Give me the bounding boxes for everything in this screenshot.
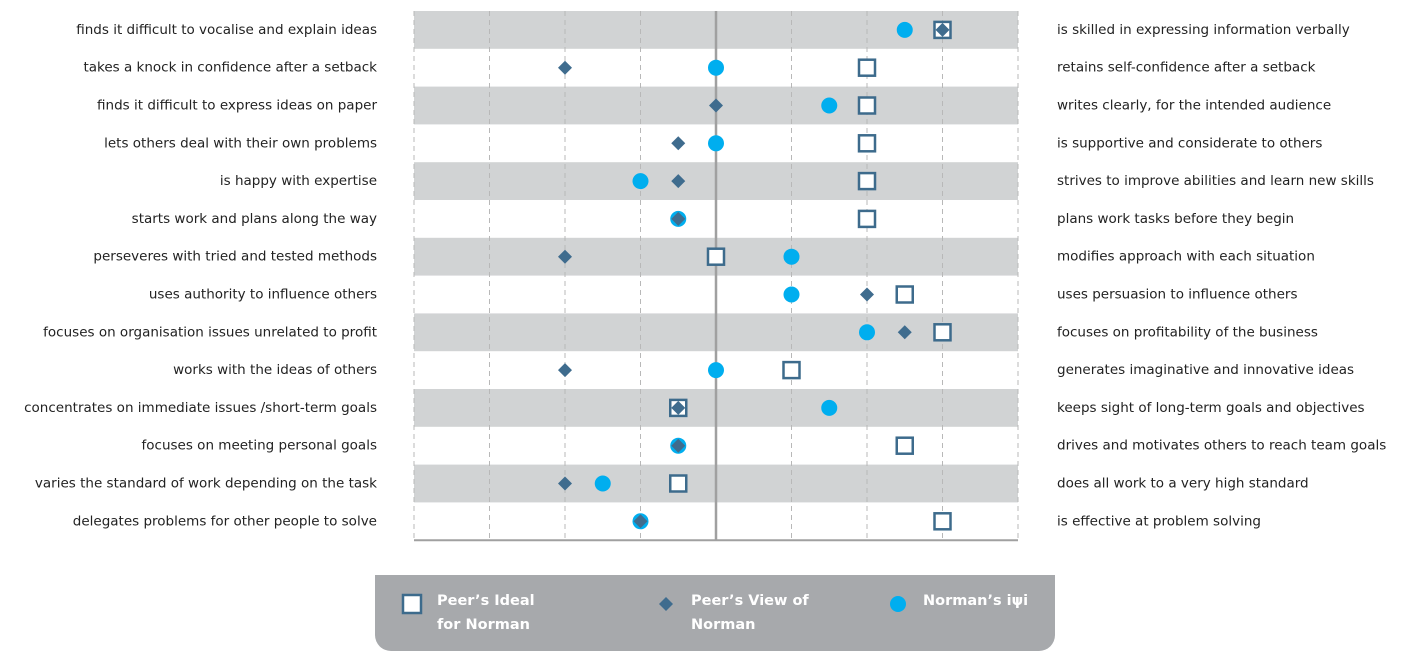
right-label: is supportive and considerate to others <box>1057 135 1322 151</box>
left-label: focuses on meeting personal goals <box>142 438 377 454</box>
left-label: starts work and plans along the way <box>132 211 377 227</box>
diamond-marker <box>633 514 648 529</box>
legend-label: Norman’s iψi <box>923 593 1029 609</box>
circle-marker <box>821 399 838 416</box>
circle-marker <box>896 21 913 38</box>
legend-label: Peer’s Ideal for Norman <box>437 593 535 633</box>
right-label: focuses on profitability of the business <box>1057 324 1318 340</box>
left-label: delegates problems for other people to s… <box>73 513 377 529</box>
circle-marker <box>594 475 611 492</box>
diamond-marker <box>671 438 686 453</box>
diamond-marker <box>558 249 572 264</box>
right-label: retains self-confidence after a setback <box>1057 60 1316 76</box>
square-marker <box>706 247 726 266</box>
circle-marker <box>783 248 800 265</box>
diamond-marker <box>671 136 686 151</box>
diamond-marker <box>558 363 572 378</box>
square-marker <box>857 171 877 191</box>
left-label: focuses on organisation issues unrelated… <box>43 324 377 340</box>
right-label: plans work tasks before they begin <box>1057 211 1294 227</box>
diamond-marker <box>659 597 673 611</box>
square-marker <box>857 209 877 229</box>
legend-icon <box>659 597 673 611</box>
left-label: is happy with expertise <box>220 173 377 189</box>
square-marker <box>895 285 914 304</box>
square-marker <box>857 58 877 77</box>
left-label: perseveres with tried and tested methods <box>93 249 377 265</box>
diamond-marker <box>935 22 950 37</box>
right-label: strives to improve abilities and learn n… <box>1057 173 1374 189</box>
diamond-marker <box>558 476 572 491</box>
circle-marker <box>708 59 724 76</box>
legend-icon <box>401 593 423 615</box>
square-marker <box>933 512 952 531</box>
square-marker <box>857 96 877 115</box>
circle-marker <box>708 135 724 152</box>
diamond-marker <box>671 174 686 189</box>
right-label: drives and motivates others to reach tea… <box>1057 438 1386 454</box>
square-marker <box>895 436 914 455</box>
left-label: finds it difficult to vocalise and expla… <box>76 22 377 38</box>
square-marker <box>669 474 688 493</box>
left-label: uses authority to influence others <box>149 287 377 303</box>
right-label: generates imaginative and innovative ide… <box>1057 362 1354 378</box>
diamond-marker <box>897 325 912 340</box>
circle-marker <box>890 596 906 612</box>
left-label: lets others deal with their own problems <box>104 135 377 151</box>
square-marker <box>401 593 423 615</box>
left-label: varies the standard of work depending on… <box>35 476 377 492</box>
chart: finds it difficult to vocalise and expla… <box>24 11 1386 542</box>
legend-item: Peer’s View of Norman <box>655 593 811 637</box>
square-marker <box>933 323 952 342</box>
right-label: does all work to a very high standard <box>1057 476 1309 492</box>
left-label: concentrates on immediate issues /short-… <box>24 400 377 416</box>
square-marker <box>782 360 801 380</box>
circle-marker <box>821 97 838 114</box>
diamond-marker <box>709 98 723 113</box>
diamond-marker <box>860 287 874 302</box>
left-label: finds it difficult to express ideas on p… <box>97 98 377 114</box>
legend: Peer’s Ideal for Norman Norman’s iψi Peer’… <box>375 575 1055 651</box>
legend-item: Norman’s iψi <box>887 593 1028 615</box>
right-label: modifies approach with each situation <box>1057 249 1315 265</box>
circle-marker <box>783 286 800 303</box>
circle-marker <box>708 362 724 379</box>
legend-label: Peer’s View of Norman <box>691 593 809 633</box>
right-label: keeps sight of long-term goals and objec… <box>1057 400 1365 416</box>
right-label: is effective at problem solving <box>1057 513 1261 529</box>
diamond-marker <box>671 400 686 415</box>
left-label: works with the ideas of others <box>173 362 377 378</box>
square-marker <box>857 134 877 153</box>
right-label: is skilled in expressing information ver… <box>1057 22 1350 38</box>
right-label: writes clearly, for the intended audienc… <box>1057 98 1331 114</box>
right-label: uses persuasion to influence others <box>1057 287 1298 303</box>
circle-marker <box>632 173 649 190</box>
legend-item: Peer’s Ideal for Norman <box>401 593 557 637</box>
left-label: takes a knock in confidence after a setb… <box>83 60 377 76</box>
diamond-marker <box>671 211 686 226</box>
circle-marker <box>859 324 875 341</box>
diamond-marker <box>558 60 572 75</box>
legend-icon <box>890 596 906 612</box>
